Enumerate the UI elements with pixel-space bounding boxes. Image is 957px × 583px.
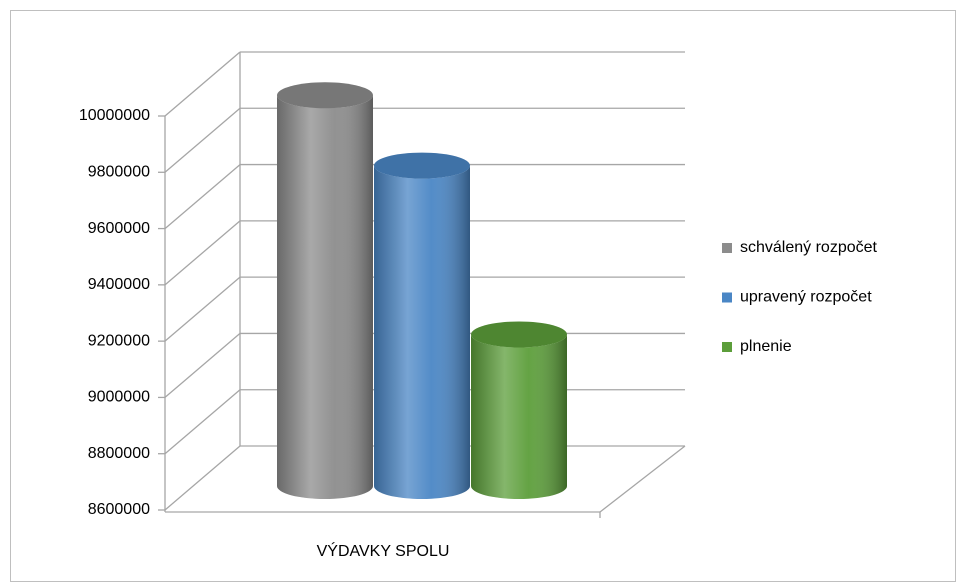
grid-line <box>164 445 241 511</box>
y-tick-label: 9400000 <box>88 276 150 293</box>
y-tick-label: 8800000 <box>88 445 150 462</box>
grid-line <box>164 164 241 230</box>
cylinder-top <box>277 82 373 109</box>
legend-swatch <box>722 243 732 253</box>
cylinder-shade <box>471 334 567 499</box>
cylinder-top-shade <box>471 321 567 348</box>
y-tick-label: 9800000 <box>88 164 150 181</box>
y-tick-label: 8600000 <box>88 501 150 518</box>
floor-side <box>599 445 686 513</box>
legend-label: upravený rozpočet <box>740 289 872 306</box>
grid-line <box>164 389 241 455</box>
legend-swatch <box>722 342 732 352</box>
grid-line <box>164 220 241 286</box>
grid-line <box>164 107 241 173</box>
y-tick-label: 9600000 <box>88 220 150 237</box>
cylinder-top <box>471 321 567 348</box>
legend-label: plnenie <box>740 338 792 355</box>
grid-line <box>164 276 241 342</box>
cylinder-top-shade <box>277 82 373 109</box>
y-tick-label: 9000000 <box>88 389 150 406</box>
cylinder-top-shade <box>374 152 470 179</box>
grid-line <box>164 51 241 117</box>
x-tick-label: VÝDAVKY SPOLU <box>317 541 450 560</box>
legend-label: schválený rozpočet <box>740 239 878 256</box>
y-tick-label: 9200000 <box>88 332 150 349</box>
y-tick-label: 10000000 <box>79 107 150 124</box>
cylinder-top <box>374 152 470 179</box>
cylinder-shade <box>374 165 470 499</box>
cylinder-shade <box>277 95 373 499</box>
legend-swatch <box>722 292 732 303</box>
grid-line <box>164 332 241 398</box>
